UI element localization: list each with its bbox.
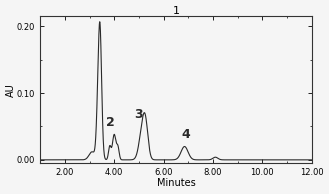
Text: 2: 2	[106, 116, 114, 129]
Y-axis label: AU: AU	[6, 83, 15, 97]
Text: 3: 3	[135, 108, 143, 121]
Title: 1: 1	[172, 6, 179, 16]
X-axis label: Minutes: Minutes	[157, 178, 195, 188]
Text: 4: 4	[181, 128, 190, 141]
